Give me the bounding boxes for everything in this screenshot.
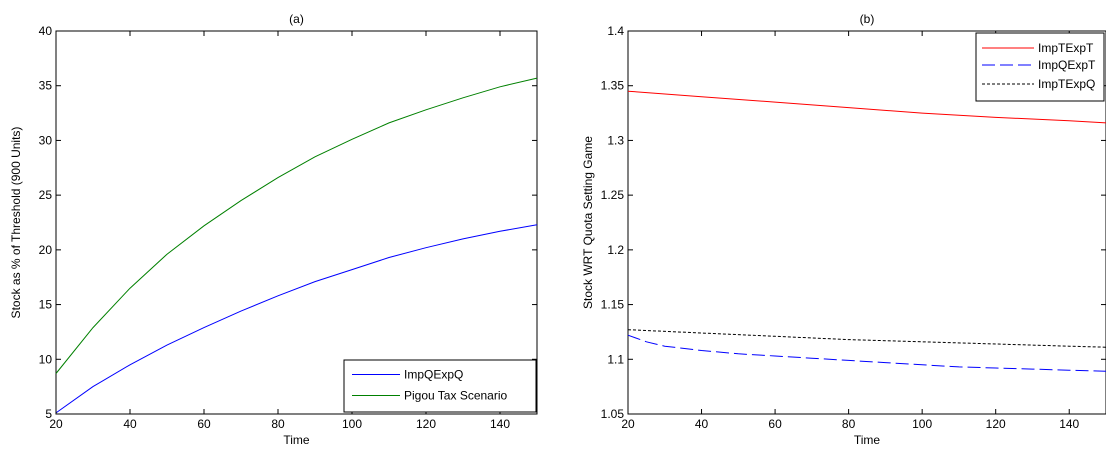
x-tick-label: 20 xyxy=(621,417,635,431)
chart-title: (b) xyxy=(860,12,875,26)
legend-label-pigou-tax-scenario: Pigou Tax Scenario xyxy=(404,389,508,403)
x-tick-label: 60 xyxy=(768,417,782,431)
y-tick-label: 1.3 xyxy=(607,133,624,147)
plot-area xyxy=(55,30,538,415)
x-tick-label: 100 xyxy=(342,417,362,431)
chart-a: 20 40 60 80 100 120 140 5 10 15 20 25 30 35 40 (a) Time S… xyxy=(9,12,538,447)
series-line-pigou-tax-scenario xyxy=(55,77,538,374)
y-tick-label: 40 xyxy=(39,24,53,38)
y-tick-label: 30 xyxy=(39,133,53,147)
y-tick-label: 1.4 xyxy=(607,24,624,38)
x-tick-label: 40 xyxy=(123,417,137,431)
legend-label-imptexpq: ImpTExpQ xyxy=(1038,77,1095,91)
y-axis-label: Stock WRT Quota Setting Game xyxy=(581,136,595,309)
y-tick-label: 5 xyxy=(45,407,52,421)
y-tick-label: 1.25 xyxy=(601,188,625,202)
x-tick-label: 100 xyxy=(912,417,932,431)
x-tick-label: 80 xyxy=(842,417,856,431)
series-line-imptexpq xyxy=(627,329,1106,348)
x-tick-label: 140 xyxy=(1059,417,1079,431)
x-tick-label: 140 xyxy=(490,417,510,431)
x-tick-label: 20 xyxy=(49,417,63,431)
series-line-impqexpt xyxy=(627,334,1106,372)
x-tick-label: 60 xyxy=(197,417,211,431)
y-axis-label: Stock as % of Threshold (900 Units) xyxy=(9,127,23,319)
y-tick-label: 35 xyxy=(39,79,53,93)
x-axis-label: Time xyxy=(854,433,881,447)
y-tick-label: 20 xyxy=(39,243,53,257)
legend-label-impqexpq: ImpQExpQ xyxy=(404,368,463,382)
chart-title: (a) xyxy=(289,12,304,26)
x-tick-label: 120 xyxy=(416,417,436,431)
x-tick-label: 120 xyxy=(986,417,1006,431)
legend: ImpQExpQ Pigou Tax Scenario xyxy=(343,359,537,413)
legend-box xyxy=(343,359,537,413)
series-line-imptexpt xyxy=(627,90,1106,124)
y-tick-label: 10 xyxy=(39,352,53,366)
y-tick-label: 1.2 xyxy=(607,243,624,257)
y-tick-label: 15 xyxy=(39,298,53,312)
y-tick-label: 1.15 xyxy=(601,298,625,312)
legend: ImpTExpT ImpQExpT ImpTExpQ xyxy=(975,32,1105,102)
y-tick-label: 1.05 xyxy=(601,407,625,421)
y-tick-label: 25 xyxy=(39,188,53,202)
legend-box xyxy=(975,32,1105,102)
series-line-impqexpq xyxy=(55,224,538,414)
y-tick-label: 1.1 xyxy=(607,352,624,366)
legend-label-imptexpt: ImpTExpT xyxy=(1038,41,1094,55)
chart-b: 20 40 60 80 100 120 140 1.05 1.1 1.15 1.2 1.25 1.3 1.… xyxy=(581,12,1106,447)
x-tick-label: 80 xyxy=(271,417,285,431)
x-axis-label: Time xyxy=(283,433,310,447)
legend-label-impqexpt: ImpQExpT xyxy=(1038,58,1096,72)
x-tick-label: 40 xyxy=(695,417,709,431)
y-tick-label: 1.35 xyxy=(601,79,625,93)
